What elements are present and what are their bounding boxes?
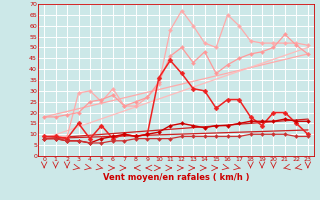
X-axis label: Vent moyen/en rafales ( km/h ): Vent moyen/en rafales ( km/h ) bbox=[103, 174, 249, 182]
